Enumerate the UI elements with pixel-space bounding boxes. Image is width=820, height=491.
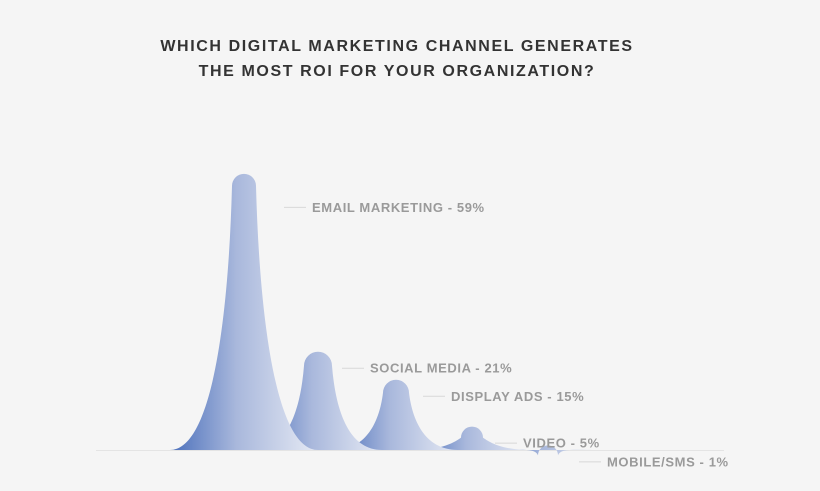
data-label-social-media: SOCIAL MEDIA - 21% — [370, 361, 512, 376]
peak-video — [414, 426, 530, 450]
data-label-display-ads: DISPLAY ADS - 15% — [451, 389, 584, 404]
data-label-video: VIDEO - 5% — [523, 436, 600, 451]
peak-email-marketing — [170, 173, 318, 450]
chart-title-line-1: WHICH DIGITAL MARKETING CHANNEL GENERATE… — [160, 38, 634, 55]
peak-social-media — [254, 351, 382, 450]
chart-title-line-2: THE MOST ROI FOR YOUR ORGANIZATION? — [198, 63, 596, 80]
peak-mobile-sms — [492, 445, 604, 456]
data-label-email-marketing: EMAIL MARKETING - 59% — [312, 200, 485, 215]
data-label-mobile-sms: MOBILE/SMS - 1% — [607, 454, 729, 469]
peak-display-ads — [334, 379, 458, 450]
